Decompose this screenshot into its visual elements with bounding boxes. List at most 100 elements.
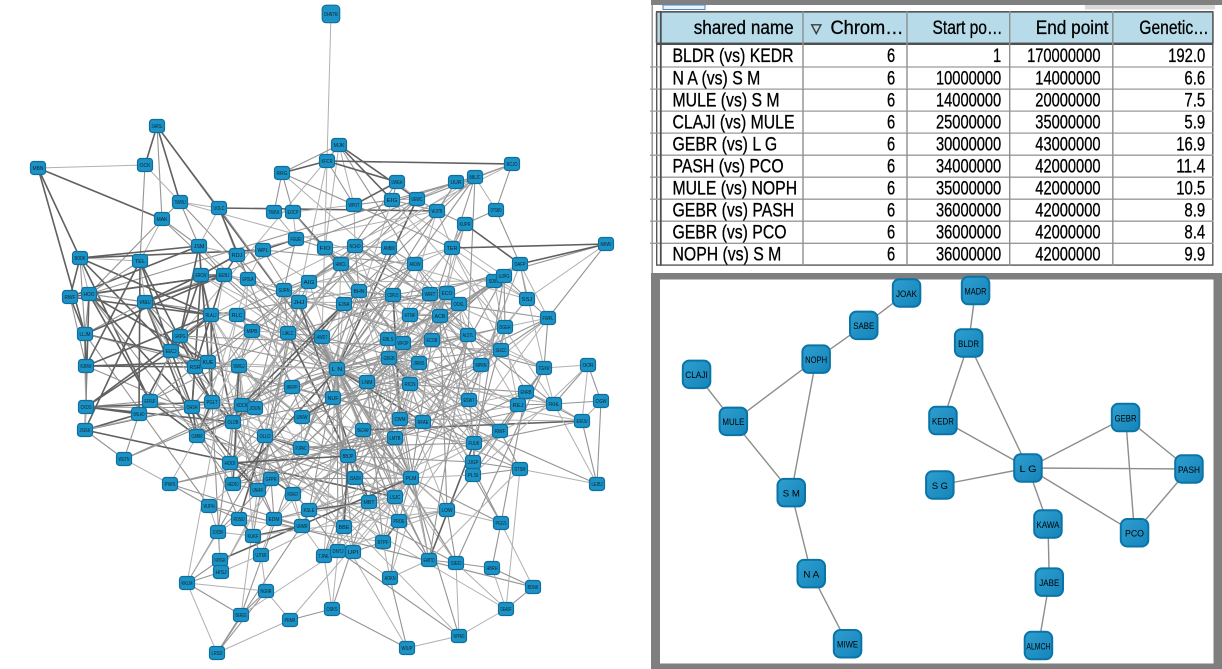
svg-text:SSJ: SSJ — [522, 297, 533, 303]
svg-text:14000000: 14000000 — [936, 89, 1001, 111]
svg-text:MPRN: MPRN — [476, 363, 487, 369]
svg-text:KFCR: KFCR — [322, 159, 333, 165]
svg-text:BHN: BHN — [354, 289, 365, 295]
svg-text:RICN: RICN — [405, 382, 416, 388]
svg-text:BERGS: BERGS — [236, 613, 247, 619]
svg-text:6: 6 — [887, 199, 895, 221]
svg-text:RLALJ: RLALJ — [206, 313, 217, 319]
svg-text:ACB: ACB — [435, 314, 446, 320]
svg-text:BODK: BODK — [75, 256, 86, 262]
svg-text:JOCBF: JOCBF — [213, 530, 224, 536]
svg-text:MBN: MBN — [33, 166, 44, 172]
svg-text:HOO: HOO — [84, 292, 96, 298]
svg-text:6: 6 — [887, 133, 895, 155]
svg-text:OSKS: OSKS — [327, 607, 338, 613]
svg-text:BLDR: BLDR — [958, 339, 979, 350]
svg-text:HEDBJ: HEDBJ — [228, 482, 239, 488]
svg-text:CIGW: CIGW — [596, 399, 608, 405]
svg-text:HMCL: HMCL — [336, 262, 347, 268]
svg-text:KSLE: KSLE — [304, 508, 315, 514]
svg-text:LNM: LNM — [362, 380, 373, 386]
svg-text:6: 6 — [887, 177, 895, 199]
svg-text:HBRH: HBRH — [487, 566, 498, 572]
svg-text:Chrom…: Chrom… — [831, 17, 904, 39]
svg-text:AIG: AIG — [304, 280, 315, 286]
svg-text:EBLS: EBLS — [383, 337, 394, 343]
svg-text:RLC: RLC — [232, 313, 243, 319]
svg-text:PGGS: PGGS — [496, 521, 507, 527]
svg-text:GEBR: GEBR — [1115, 413, 1137, 424]
svg-text:5.9: 5.9 — [1184, 111, 1205, 133]
svg-text:FIO: FIO — [320, 246, 332, 252]
svg-text:WJITB: WJITB — [432, 209, 443, 215]
svg-text:SABE: SABE — [853, 321, 874, 332]
svg-text:L N: L N — [332, 367, 343, 373]
svg-text:NCHO: NCHO — [350, 244, 361, 250]
svg-text:PJPAC: PJPAC — [296, 446, 307, 452]
svg-text:UEWC: UEWC — [412, 197, 423, 203]
svg-text:WPL: WPL — [258, 248, 269, 254]
svg-text:PGLT: PGLT — [207, 400, 218, 406]
svg-text:NOPH: NOPH — [805, 355, 827, 366]
svg-text:N A (vs) S M: N A (vs) S M — [673, 67, 761, 89]
svg-text:MULE: MULE — [722, 417, 744, 428]
svg-text:UPI: UPI — [348, 550, 360, 556]
svg-text:BDNK: BDNK — [528, 585, 539, 591]
svg-text:MBT: MBT — [364, 500, 376, 506]
svg-text:BLDR (vs) KEDR: BLDR (vs) KEDR — [673, 45, 794, 67]
svg-text:JABE: JABE — [1039, 578, 1059, 589]
svg-text:6: 6 — [887, 244, 895, 266]
svg-text:NUF: NUF — [328, 396, 340, 402]
svg-text:36000000: 36000000 — [936, 222, 1001, 244]
svg-text:MADR: MADR — [965, 286, 987, 297]
svg-text:TCEKW: TCEKW — [539, 366, 550, 372]
svg-text:ALSTL: ALSTL — [463, 333, 474, 339]
svg-text:EDM: EDM — [269, 517, 280, 523]
svg-text:AKDW: AKDW — [410, 262, 421, 268]
svg-text:PASH: PASH — [1178, 465, 1200, 476]
svg-text:OJMRR: OJMRR — [192, 434, 203, 440]
svg-text:UJPG: UJPG — [499, 274, 510, 280]
svg-text:DNTJ: DNTJ — [333, 549, 344, 555]
svg-text:ROHGT: ROHGT — [288, 492, 299, 498]
svg-text:JSM: JSM — [194, 244, 205, 250]
svg-text:GEBR (vs) PCO: GEBR (vs) PCO — [673, 222, 787, 244]
svg-text:S M: S M — [783, 489, 800, 500]
svg-text:PRMK: PRMK — [285, 618, 296, 624]
svg-text:WPOT: WPOT — [349, 203, 360, 209]
svg-text:EEBJ: EEBJ — [219, 273, 230, 279]
svg-text:RCJO: RCJO — [507, 162, 518, 168]
svg-text:JOUN: JOUN — [250, 406, 261, 412]
svg-text:NOPH (vs) S M: NOPH (vs) S M — [673, 244, 782, 266]
svg-text:SEUCC: SEUCC — [496, 348, 507, 354]
svg-text:DTSM: DTSM — [515, 467, 526, 473]
svg-text:UNIW: UNIW — [297, 415, 309, 421]
svg-text:ENRB: ENRB — [521, 390, 532, 396]
svg-text:KUKF: KUKF — [248, 534, 259, 540]
svg-text:LRSD: LRSD — [212, 651, 223, 657]
svg-text:170000000: 170000000 — [1027, 45, 1101, 67]
svg-text:EFFUF: EFFUF — [145, 399, 156, 405]
svg-text:EECJ: EECJ — [166, 349, 177, 355]
svg-text:S G: S G — [932, 481, 948, 492]
svg-text:ERCW: ERCW — [196, 273, 207, 279]
svg-text:KUBWW: KUBWW — [81, 364, 92, 370]
svg-text:36000000: 36000000 — [936, 199, 1001, 221]
svg-text:DHNTM: DHNTM — [324, 12, 338, 18]
svg-text:BNLHO: BNLHO — [134, 412, 145, 418]
svg-text:SDIIO: SDIIO — [489, 279, 500, 285]
svg-text:MULE (vs) S M: MULE (vs) S M — [673, 89, 780, 111]
svg-text:NGNR: NGNR — [261, 589, 272, 595]
svg-text:OLOB: OLOB — [228, 420, 239, 426]
svg-text:RRG: RRG — [277, 171, 288, 177]
svg-text:20000000: 20000000 — [1035, 89, 1100, 111]
svg-text:CDPUS: CDPUS — [388, 293, 399, 299]
svg-text:EOCP: EOCP — [288, 210, 299, 216]
svg-text:FKHL: FKHL — [549, 402, 560, 408]
svg-text:MPB: MPB — [247, 329, 258, 335]
svg-text:OHSH: OHSH — [187, 405, 198, 411]
svg-text:WPPWG: WPPWG — [454, 634, 465, 640]
svg-text:OTSBO: OTSBO — [491, 208, 502, 214]
svg-text:EIG: EIG — [387, 198, 398, 204]
svg-text:KUE: KUE — [203, 360, 214, 366]
